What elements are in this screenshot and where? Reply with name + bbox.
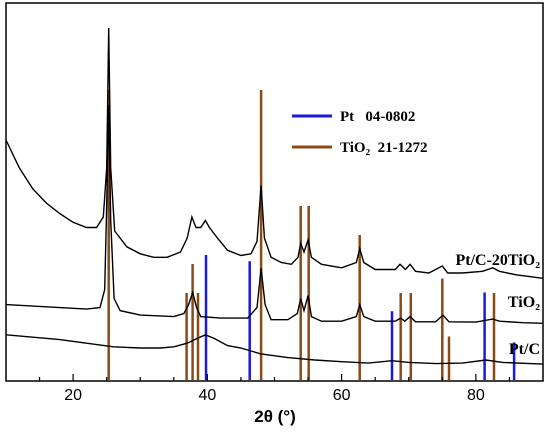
x-tick-label-60: 60: [333, 387, 351, 404]
series-label-pt-c-20tio2: Pt/C-20TiO₂: [456, 252, 541, 269]
series-line-1: [5, 27, 544, 279]
series-label-tio2: TiO₂: [508, 294, 540, 311]
series-line-3: [5, 334, 544, 365]
series-lines: [5, 27, 544, 365]
reference-lines: [107, 90, 516, 380]
x-tick-label-20: 20: [64, 387, 82, 404]
x-axis-title: 2θ (°): [254, 407, 296, 426]
series-line-2: [5, 105, 544, 324]
legend-label-tio2: TiO₂ 21-1272: [340, 140, 428, 156]
legend: Pt 04-0802 TiO₂ 21-1272: [292, 109, 428, 156]
x-tick-label-80: 80: [467, 387, 485, 404]
x-axis-ticks: 20 40 60 80: [38, 374, 511, 404]
plot-frame: [5, 2, 544, 382]
x-tick-label-40: 40: [198, 387, 216, 404]
legend-label-pt: Pt 04-0802: [340, 109, 415, 125]
series-label-pt-c: Pt/C: [509, 341, 540, 358]
